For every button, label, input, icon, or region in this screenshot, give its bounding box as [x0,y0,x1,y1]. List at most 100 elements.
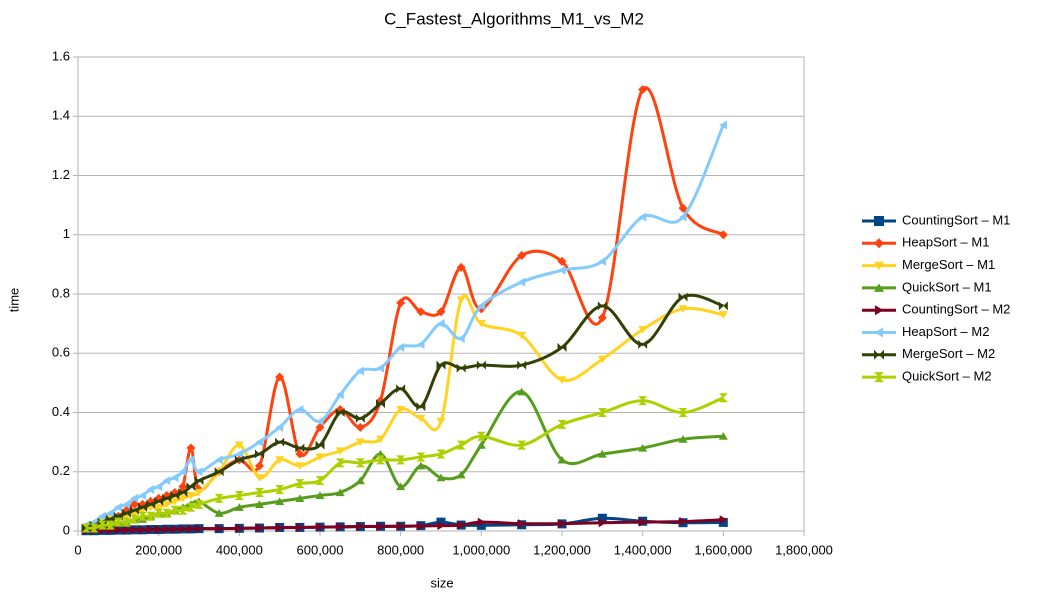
y-tick-label: 0.8 [52,285,70,300]
data-point [234,441,244,450]
data-point [416,402,426,412]
data-point [456,363,466,373]
data-point [89,523,99,533]
data-point [456,296,466,304]
data-point [162,493,172,503]
data-point [105,520,115,530]
data-point [255,487,264,497]
data-point [275,437,285,447]
data-point [178,487,188,497]
data-point [437,521,446,531]
data-point [194,488,204,497]
data-point [138,502,148,512]
legend-label: CountingSort – M2 [902,302,1010,317]
data-point [315,476,325,486]
data-point [235,523,244,533]
legend-marker [874,372,884,383]
data-point [597,301,607,311]
data-point [121,508,131,518]
data-point [416,461,426,470]
data-point [186,491,196,500]
x-tick-label: 1,000,000 [452,542,510,557]
data-point [678,292,688,302]
data-point [517,440,527,450]
data-point [355,438,365,447]
data-point [436,449,446,459]
legend-label: QuickSort – M1 [902,279,992,294]
data-point [275,422,284,432]
data-point [255,500,264,508]
data-point [376,363,385,373]
data-point [477,517,486,527]
data-point [416,414,426,423]
data-point [335,447,345,456]
data-point [376,435,385,444]
plot-area [81,85,728,536]
data-point [214,467,224,477]
x-tick-label: 200,000 [135,542,182,557]
data-point [557,376,567,384]
data-point [129,505,139,515]
data-point [178,494,188,503]
data-point [436,473,446,482]
legend-marker [874,216,884,226]
data-point [557,265,566,275]
data-point [416,452,426,462]
data-point [255,461,264,471]
data-point [295,443,305,453]
data-point [678,305,688,313]
data-point [186,455,195,465]
legend-marker [874,261,884,271]
data-point [436,360,446,370]
data-point [195,524,204,534]
data-point [97,520,107,530]
data-point [436,319,445,329]
data-point [718,393,728,403]
data-point [81,523,91,533]
data-point [154,508,164,518]
data-point [122,499,130,509]
data-point [718,432,728,440]
data-point [162,476,171,486]
data-point [597,408,607,417]
data-point [456,440,466,450]
data-point [130,493,139,503]
data-point [416,339,425,349]
data-point [146,511,156,521]
data-point [255,437,264,447]
data-point [436,307,446,317]
x-tick-label: 400,000 [216,542,263,557]
data-point [638,85,648,95]
chart-title: C_Fastest_Algorithms_M1_vs_M2 [384,9,644,28]
data-point [416,307,426,317]
data-point [456,470,466,479]
data-point [557,256,567,266]
data-point [336,390,344,400]
data-point [638,212,647,222]
data-point [114,525,123,535]
data-point [275,485,285,495]
data-point [295,462,305,470]
x-tick-label: 1,200,000 [533,542,591,557]
data-point [187,524,195,534]
data-point [138,511,148,521]
data-point [355,422,365,432]
x-tick-label: 1,800,000 [775,542,833,557]
data-point [557,455,567,464]
data-point [178,505,188,515]
data-point [162,508,172,518]
data-point [597,313,607,323]
data-point [719,120,727,130]
data-point [255,523,264,533]
data-point [376,455,385,465]
data-point [396,482,406,491]
legend-marker [874,327,883,338]
data-point [678,408,688,417]
data-point [396,405,406,414]
data-point [517,360,527,370]
y-tick-label: 0.4 [52,404,70,419]
data-point [396,342,405,352]
data-point [638,339,648,349]
data-point [234,503,244,511]
